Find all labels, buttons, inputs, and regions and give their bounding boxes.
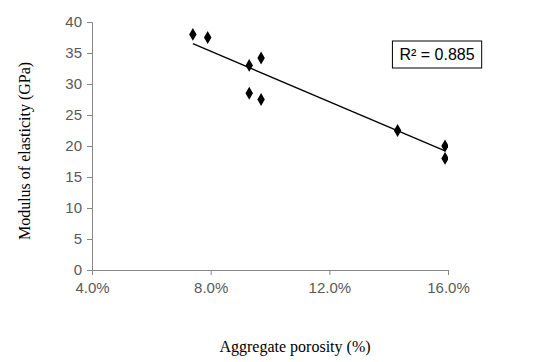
y-tick-label: 20 bbox=[65, 137, 82, 154]
y-tick: 30 bbox=[65, 75, 92, 92]
x-axis-title: Aggregate porosity (%) bbox=[219, 338, 370, 356]
y-tick: 40 bbox=[65, 13, 92, 30]
x-tick-label: 4.0% bbox=[75, 279, 109, 296]
point bbox=[394, 124, 401, 137]
y-tick-label: 40 bbox=[65, 13, 82, 30]
point bbox=[246, 87, 253, 100]
x-tick: 16.0% bbox=[427, 270, 470, 296]
y-tick: 5 bbox=[74, 230, 92, 247]
y-axis-title: Modulus of elasticity (GPa) bbox=[16, 62, 34, 240]
point bbox=[257, 93, 264, 106]
y-tick-label: 5 bbox=[74, 230, 82, 247]
y-tick-label: 0 bbox=[74, 261, 82, 278]
y-tick-label: 25 bbox=[65, 106, 82, 123]
y-tick-label: 35 bbox=[65, 44, 82, 61]
y-tick: 20 bbox=[65, 137, 92, 154]
y-axis-line bbox=[87, 23, 93, 271]
y-tick-label: 10 bbox=[65, 199, 82, 216]
x-axis-line bbox=[93, 271, 449, 276]
x-tick-label: 12.0% bbox=[309, 279, 352, 296]
y-tick-mark bbox=[87, 146, 92, 147]
point bbox=[257, 52, 264, 65]
x-tick-mark bbox=[448, 270, 449, 275]
point bbox=[204, 31, 211, 44]
x-tick-mark bbox=[211, 270, 212, 275]
y-tick: 0 bbox=[74, 261, 92, 278]
y-axis: 0 5 10 15 20 25 30 35 40 bbox=[65, 13, 92, 278]
y-tick-mark bbox=[87, 115, 92, 116]
y-tick-mark bbox=[87, 177, 92, 178]
point bbox=[441, 140, 448, 153]
chart: 4.0% 8.0% 12.0% 16.0% 0 5 10 15 20 25 30 35 40 Aggreg… bbox=[0, 0, 538, 362]
y-tick: 35 bbox=[65, 44, 92, 61]
y-tick-mark bbox=[87, 208, 92, 209]
y-tick-mark bbox=[87, 270, 92, 271]
point bbox=[189, 28, 196, 41]
point bbox=[441, 152, 448, 165]
annotation-box bbox=[392, 41, 481, 68]
point bbox=[246, 59, 253, 72]
x-tick: 8.0% bbox=[194, 270, 228, 296]
annotation-text: R² = 0.885 bbox=[399, 46, 474, 63]
y-tick-mark bbox=[87, 22, 92, 23]
x-axis: 4.0% 8.0% 12.0% 16.0% bbox=[75, 270, 469, 296]
annotation: R² = 0.885 bbox=[392, 41, 481, 68]
x-tick-mark bbox=[329, 270, 330, 275]
y-tick-label: 15 bbox=[65, 168, 82, 185]
y-tick-mark bbox=[87, 53, 92, 54]
y-tick: 15 bbox=[65, 168, 92, 185]
y-tick: 10 bbox=[65, 199, 92, 216]
x-tick-label: 16.0% bbox=[427, 279, 470, 296]
y-tick-label: 30 bbox=[65, 75, 82, 92]
x-tick-label: 8.0% bbox=[194, 279, 228, 296]
y-tick-mark bbox=[87, 84, 92, 85]
y-tick-mark bbox=[87, 239, 92, 240]
x-tick: 12.0% bbox=[309, 270, 352, 296]
y-tick: 25 bbox=[65, 106, 92, 123]
